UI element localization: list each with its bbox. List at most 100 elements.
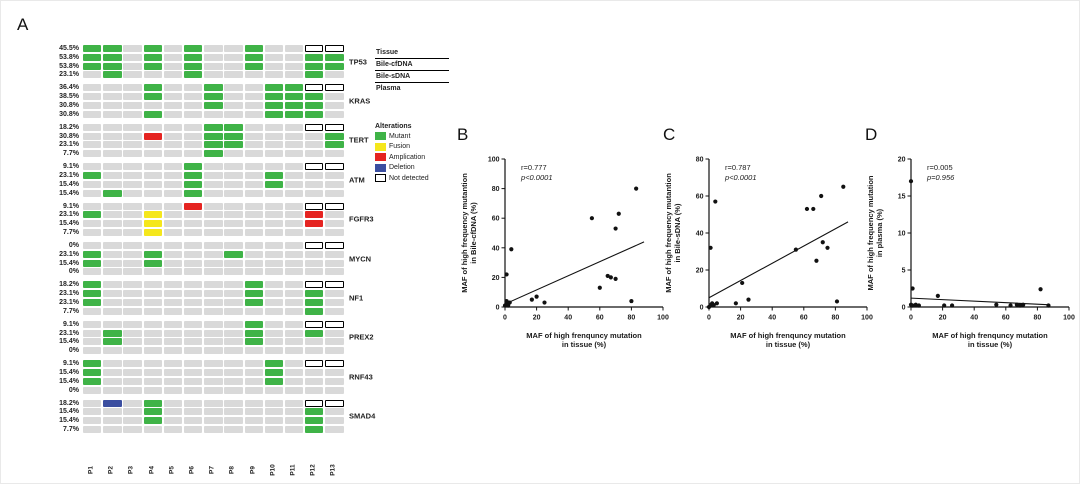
y-tick-label: 0 xyxy=(902,305,906,312)
oncoprint-row: 30.8% xyxy=(37,110,345,118)
oncoprint-cell xyxy=(143,259,162,267)
row-percent: 30.8% xyxy=(59,101,79,109)
oncoprint-cell xyxy=(103,101,122,109)
oncoprint-cell xyxy=(244,241,263,249)
oncoprint-row: 15.4% xyxy=(37,259,345,267)
oncoprint-cell xyxy=(264,338,284,346)
oncoprint-cell xyxy=(83,377,102,385)
y-tick-label: 40 xyxy=(696,231,704,238)
data-point xyxy=(629,298,634,304)
gene-label: SMAD4 xyxy=(349,411,376,421)
oncoprint-cell xyxy=(305,425,324,433)
oncoprint-cell xyxy=(204,408,223,416)
oncoprint-cell xyxy=(83,386,102,394)
oncoprint-cell xyxy=(163,202,183,210)
oncoprint-cell xyxy=(264,171,284,179)
oncoprint-cell xyxy=(244,220,263,228)
gene-block-atm: 9.1% 23.1% 15.4% 15.4% ATM xyxy=(37,163,365,197)
row-percent: 23.1% xyxy=(59,171,79,179)
gene-label: MYCN xyxy=(349,254,372,264)
oncoprint-cell xyxy=(183,228,203,236)
oncoprint-cell xyxy=(183,347,203,355)
oncoprint-cell xyxy=(284,93,304,101)
data-point xyxy=(616,211,621,216)
oncoprint-cell xyxy=(204,141,223,149)
oncoprint-cell xyxy=(264,329,284,337)
y-axis-label: in Bile-sDNA (%) xyxy=(673,203,682,262)
oncoprint-cell xyxy=(83,163,102,171)
oncoprint-cell xyxy=(224,360,243,368)
oncoprint-cell xyxy=(103,150,122,158)
oncoprint-row: 0% xyxy=(37,268,345,276)
oncoprint-cell xyxy=(103,338,122,346)
gene-block-tp53: 45.5% 53.8% 53.8% 23.1% TP53 xyxy=(37,45,367,79)
oncoprint-cell xyxy=(123,110,142,118)
oncoprint-cell xyxy=(163,171,183,179)
oncoprint-cell xyxy=(163,45,183,52)
oncoprint-row: 30.8% xyxy=(37,101,345,109)
oncoprint-row: 9.1% xyxy=(37,202,345,210)
oncoprint-cell xyxy=(204,329,223,337)
oncoprint-cell xyxy=(83,268,102,276)
oncoprint-cell xyxy=(224,180,243,188)
oncoprint-cell xyxy=(123,250,142,258)
oncoprint-cell xyxy=(305,347,324,355)
data-point xyxy=(634,186,639,191)
oncoprint-cell xyxy=(163,320,183,328)
oncoprint-cell xyxy=(244,425,263,433)
oncoprint-cell xyxy=(305,180,324,188)
data-point xyxy=(740,280,745,286)
patient-label: P10 xyxy=(269,464,277,476)
oncoprint-cell xyxy=(224,347,243,355)
data-point xyxy=(841,184,846,189)
oncoprint-cell xyxy=(83,290,102,298)
oncoprint-cell xyxy=(83,338,102,346)
oncoprint-cell xyxy=(123,53,142,61)
gene-block-kras: 36.4% 38.5% 30.8% 30.8% KRAS xyxy=(37,84,370,118)
oncoprint-cell xyxy=(305,202,324,210)
oncoprint-row: 15.4% xyxy=(37,338,345,346)
oncoprint-cell xyxy=(204,417,223,425)
oncoprint-cell xyxy=(103,180,122,188)
oncoprint-cell xyxy=(123,338,142,346)
oncoprint-cell xyxy=(183,290,203,298)
data-point xyxy=(708,245,713,250)
data-point xyxy=(746,297,751,302)
oncoprint-cell xyxy=(103,110,122,118)
oncoprint-cell xyxy=(224,290,243,298)
oncoprint-cell xyxy=(83,202,102,210)
oncoprint-cell xyxy=(143,110,162,118)
oncoprint-cell xyxy=(183,132,203,140)
legend-label: Not detected xyxy=(389,174,429,182)
oncoprint-cell xyxy=(103,386,122,394)
trend-line xyxy=(910,297,1051,306)
data-point xyxy=(1046,303,1051,308)
x-axis-label: MAF of high frenquncy mutation xyxy=(730,331,846,340)
y-tick-label: 100 xyxy=(488,157,500,164)
row-percent: 38.5% xyxy=(59,93,79,101)
oncoprint-cell xyxy=(244,329,263,337)
oncoprint-row: 7.7% xyxy=(37,150,345,158)
legend-item-deletion: Deletion xyxy=(375,163,429,172)
oncoprint-cell xyxy=(183,211,203,219)
oncoprint-cell xyxy=(305,320,324,328)
data-point xyxy=(825,245,830,250)
data-point xyxy=(534,294,539,299)
alterations-legend-title: Alterations xyxy=(375,123,412,130)
oncoprint-cell xyxy=(123,386,142,394)
oncoprint-cell xyxy=(325,347,344,355)
oncoprint-cell xyxy=(244,141,263,149)
oncoprint-cell xyxy=(204,202,223,210)
oncoprint-cell xyxy=(83,110,102,118)
oncoprint-cell xyxy=(305,45,324,52)
row-percent: 0% xyxy=(68,268,79,276)
oncoprint-cell xyxy=(163,62,183,70)
data-point xyxy=(908,179,914,184)
gene-block-smad4: 18.2% 15.4% 15.4% 7.7% SMAD4 xyxy=(37,399,375,433)
oncoprint-cell xyxy=(284,150,304,158)
sample-type-bile-sdna: Bile-sDNA xyxy=(375,71,449,83)
oncoprint-row: 9.1% xyxy=(37,360,345,368)
oncoprint-cell xyxy=(224,189,243,197)
legend-item-amplication: Amplication xyxy=(375,153,429,161)
oncoprint-cell xyxy=(224,268,243,276)
